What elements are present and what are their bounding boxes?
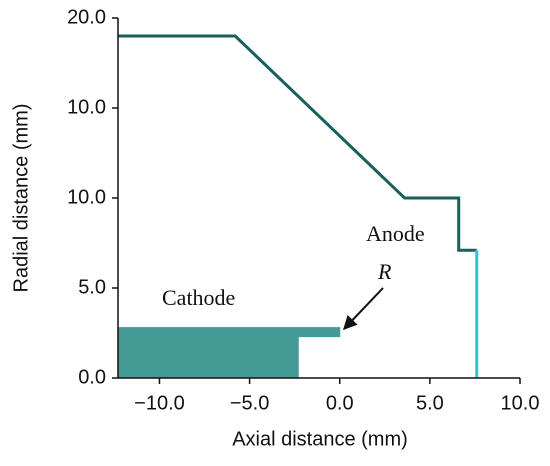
y-tick-label: 5.0: [78, 276, 106, 298]
cathode: [117, 327, 341, 379]
x-tick-label: 5.0: [416, 392, 444, 414]
y-tick-label: 0.0: [78, 366, 106, 388]
y-tick-label: 20.0: [67, 6, 106, 28]
cathode-label: Cathode: [162, 285, 235, 310]
x-axis-title: Axial distance (mm): [232, 428, 408, 450]
r-label: R: [377, 259, 392, 284]
anode-wall: [118, 34, 477, 252]
arrow: [343, 287, 384, 331]
x-tick-label: 10.0: [501, 392, 540, 414]
y-tick-label: 10.0: [67, 96, 106, 118]
x-tick-label: 0.0: [326, 392, 354, 414]
x-tick-label: −5.0: [230, 392, 269, 414]
y-tick-label: 10.0: [67, 186, 106, 208]
x-tick-label: −10.0: [134, 392, 185, 414]
anode-label: Anode: [366, 221, 425, 246]
y-axis-title: Radial distance (mm): [10, 104, 32, 293]
